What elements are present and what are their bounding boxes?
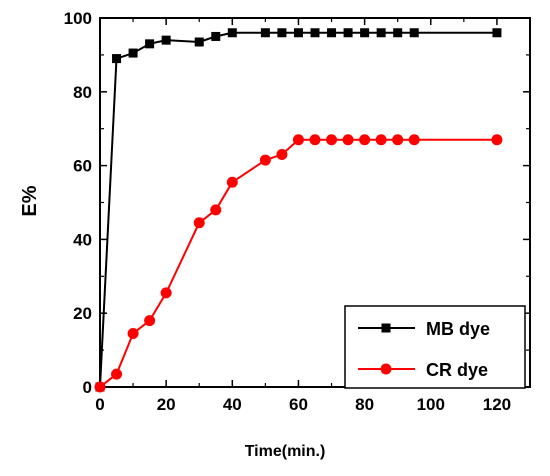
legend-marker-mb [381,323,391,333]
series-1 [94,134,503,393]
series-layer [94,28,503,393]
data-point [392,134,404,146]
data-point [145,39,155,49]
data-point [309,134,321,146]
y-tick-label: 80 [73,83,92,102]
y-tick-label: 100 [64,9,92,28]
data-point [160,287,172,299]
data-point [94,381,106,393]
data-point [127,327,139,339]
data-point [360,28,370,38]
data-point [293,28,303,38]
data-point [260,28,270,38]
data-point [111,368,123,380]
data-point [128,48,138,58]
data-point [210,204,222,216]
x-tick-label: 60 [289,395,308,414]
data-point [491,134,503,146]
y-axis-title: E% [19,185,41,216]
data-point [393,28,403,38]
data-point [327,28,337,38]
y-tick-label: 60 [73,157,92,176]
data-point [376,28,386,38]
data-point [292,134,304,146]
data-point [161,35,171,45]
legend-box [344,305,526,389]
legend-marker-cr [380,363,392,375]
data-point [375,134,387,146]
x-tick-label: 20 [157,395,176,414]
data-point [342,134,354,146]
data-point [310,28,320,38]
data-point [326,134,338,146]
data-point [359,134,371,146]
data-point [492,28,502,38]
x-tick-label: 80 [355,395,374,414]
data-point [194,37,204,47]
legend-label-cr: CR dye [426,360,488,380]
data-point [211,31,221,41]
y-tick-label: 0 [83,378,92,397]
data-point [343,28,353,38]
data-point [144,315,156,327]
x-tick-label: 100 [417,395,445,414]
data-point [409,28,419,38]
data-point [259,154,271,166]
legend: MB dye CR dye [344,305,526,389]
data-point [193,217,205,229]
data-point [276,149,288,161]
data-point [112,54,122,64]
x-tick-label: 120 [483,395,511,414]
y-tick-label: 40 [73,230,92,249]
data-point [226,176,238,188]
data-point [227,28,237,38]
x-tick-label: 0 [95,395,104,414]
x-axis-title: Time(min.) [245,443,326,460]
x-tick-label: 40 [223,395,242,414]
data-point [408,134,420,146]
series-0 [95,28,502,392]
y-tick-label: 20 [73,304,92,323]
data-point [277,28,287,38]
legend-label-mb: MB dye [426,319,490,339]
